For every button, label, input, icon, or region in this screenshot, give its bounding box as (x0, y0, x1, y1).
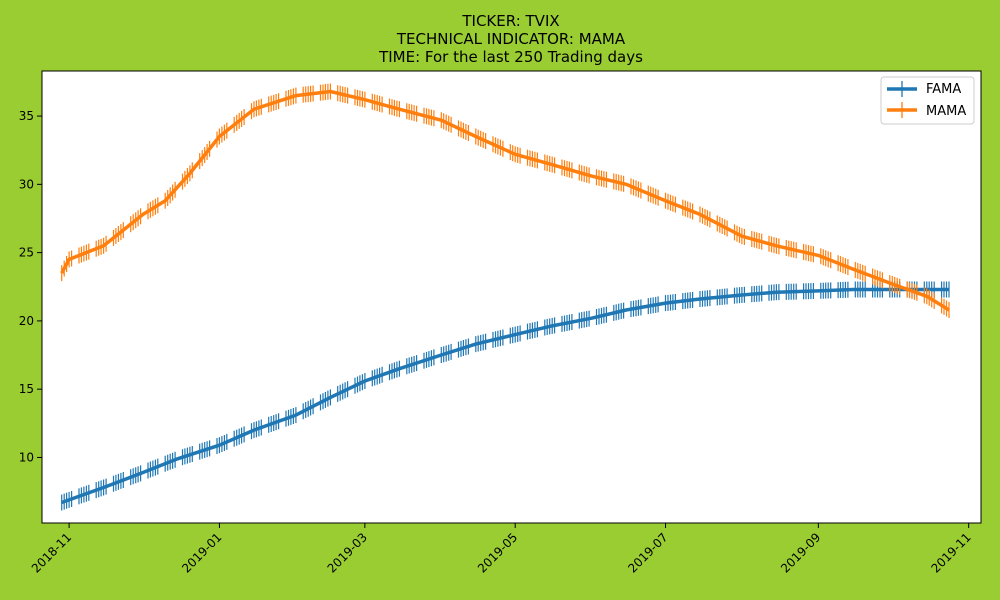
legend-item-mama: MAMA (887, 102, 966, 119)
y-tick-label: 25 (19, 246, 34, 260)
legend-label-mama: MAMA (926, 104, 966, 119)
title-line-ticker: TICKER: TVIX (461, 12, 559, 30)
legend-label-fama: FAMA (926, 82, 961, 97)
chart-title: TICKER: TVIX TECHNICAL INDICATOR: MAMA T… (378, 12, 643, 66)
x-tick-label: 2019-07 (625, 530, 670, 575)
series-layer (60, 83, 950, 511)
x-tick-label: 2019-11 (928, 530, 973, 575)
x-tick-label: 2018-11 (29, 530, 74, 575)
y-tick-label: 30 (19, 177, 34, 191)
plot-area (42, 71, 981, 523)
legend: FAMA MAMA (880, 76, 975, 125)
title-line-indicator: TECHNICAL INDICATOR: MAMA (396, 30, 626, 48)
x-tick-label: 2019-09 (778, 530, 823, 575)
plot-frame (41, 70, 982, 524)
y-tick-label: 15 (19, 382, 34, 396)
y-tick-label: 35 (19, 109, 34, 123)
title-line-time: TIME: For the last 250 Trading days (378, 48, 643, 66)
legend-item-fama: FAMA (887, 81, 961, 97)
series-fama (61, 281, 950, 511)
x-tick-label: 2019-01 (179, 530, 224, 575)
x-axis: 2018-11 2019-01 2019-03 2019-05 2019-07 2019-… (29, 523, 974, 576)
y-tick-label: 20 (19, 314, 34, 328)
x-tick-label: 2019-05 (475, 530, 520, 575)
y-tick-label: 10 (19, 450, 34, 464)
x-tick-label: 2019-03 (325, 530, 370, 575)
y-axis: 10 15 20 25 30 35 (19, 109, 42, 464)
series-mama (60, 83, 950, 318)
